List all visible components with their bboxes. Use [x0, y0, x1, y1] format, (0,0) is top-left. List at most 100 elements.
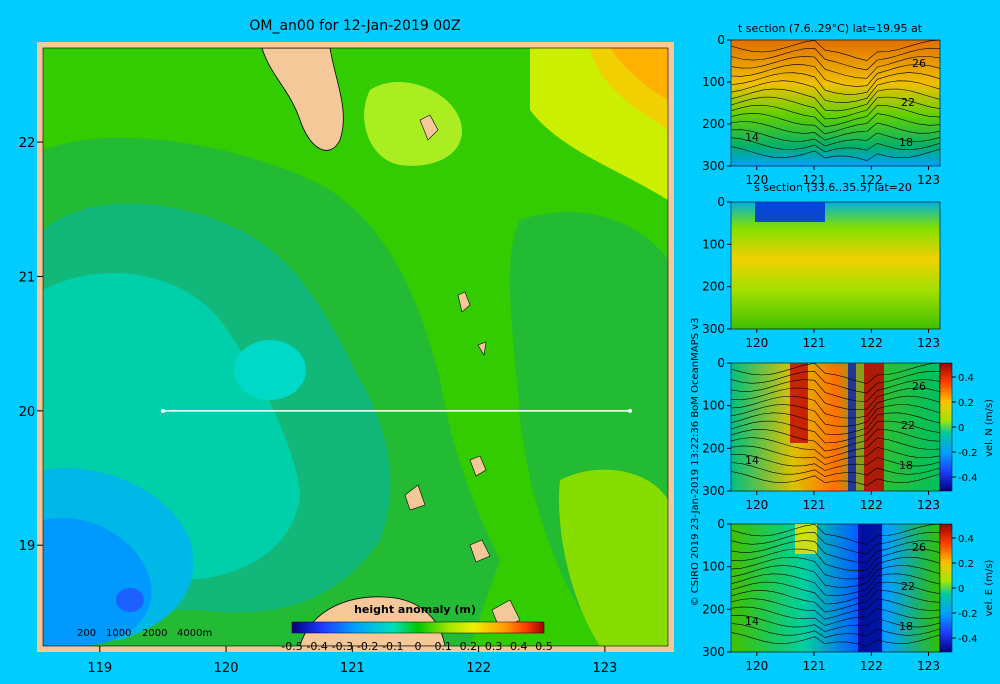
section-y-tick-label: 100 — [702, 75, 725, 89]
map-y-tick-label: 19 — [19, 539, 36, 554]
map-title: OM_an00 for 12-Jan-2019 00Z — [249, 18, 460, 34]
field-band-southeast — [559, 469, 668, 646]
main-map-panel: OM_an00 for 12-Jan-2019 00Z — [19, 18, 674, 676]
section-x-tick-label: 120 — [745, 173, 768, 187]
contour-line — [730, 39, 941, 61]
contour-line — [730, 573, 941, 597]
vel-n-panel: 26 22 14 18 120 121 122 123 0 100 200 300 0.4 0.2 0 -… — [702, 356, 995, 512]
t-section-field — [730, 39, 941, 167]
field-band-southwest-core — [43, 518, 152, 646]
vel-n-strip-2 — [864, 363, 884, 491]
section-x-tick-label: 123 — [917, 659, 940, 673]
vel-n-colorbar-label: vel. N (m/s) — [984, 399, 995, 457]
s-section-axes: 120 121 122 123 0 100 200 300 — [702, 195, 940, 350]
depth-legend-2000: 2000 — [142, 628, 167, 639]
contour-label: 18 — [899, 136, 913, 149]
contour-line — [730, 556, 941, 580]
contour-line — [730, 471, 941, 486]
contour-line — [730, 47, 941, 71]
section-line-start — [160, 408, 165, 413]
contour-label: 26 — [912, 541, 926, 554]
vel-n-contours: 26 22 14 18 — [730, 362, 941, 486]
contour-line — [730, 523, 941, 545]
contour-line — [730, 540, 941, 563]
contour-label: 26 — [912, 57, 926, 70]
contour-line — [730, 362, 941, 384]
contour-label: 26 — [912, 380, 926, 393]
section-y-tick-label: 0 — [717, 195, 725, 209]
colorbar-tick-label: 0.1 — [434, 640, 452, 653]
colorbar-tick-label: 0.2 — [460, 640, 478, 653]
section-x-tick-label: 120 — [745, 336, 768, 350]
s-section-low-patch — [755, 202, 825, 222]
contour-line — [730, 96, 941, 120]
contour-label: 22 — [901, 580, 915, 593]
vel-colorbar-tick-label: -0.4 — [958, 473, 978, 484]
map-x-tick-label: 119 — [87, 661, 112, 676]
map-y-tick-label: 22 — [19, 136, 36, 151]
contour-line — [730, 614, 941, 632]
section-y-tick-label: 100 — [702, 399, 725, 413]
map-y-tick-label: 21 — [19, 270, 36, 285]
section-x-tick-label: 120 — [745, 498, 768, 512]
vel-e-patch — [795, 524, 817, 554]
colorbar-tick-label: 0.5 — [535, 640, 553, 653]
vel-colorbar-tick-label: 0 — [958, 584, 964, 595]
vel-colorbar-tick-label: 0.4 — [958, 373, 974, 384]
section-x-tick-label: 122 — [860, 498, 883, 512]
contour-line — [730, 589, 941, 613]
section-x-tick-label: 121 — [803, 659, 826, 673]
vel-n-strip-3 — [848, 363, 856, 491]
land-north — [261, 48, 344, 151]
contour-line — [730, 623, 941, 638]
vel-colorbar-tick-label: 0.2 — [958, 398, 974, 409]
colorbar-tick-label: 0.4 — [510, 640, 528, 653]
section-y-tick-label: 300 — [702, 645, 725, 659]
contour-line — [730, 55, 941, 79]
land-islet-3 — [477, 341, 487, 356]
map-colorbar: height anomaly (m) -0.5 -0.4 -0.3 -0.2 -0.1 0… — [281, 603, 552, 653]
section-x-tick-label: 121 — [803, 498, 826, 512]
contour-line — [730, 387, 941, 411]
colorbar-tick-label: -0.1 — [382, 640, 403, 653]
field-band-minimum — [116, 588, 144, 612]
contour-line — [730, 64, 941, 87]
section-y-tick-label: 300 — [702, 322, 725, 336]
map-x-axis: 119 120 121 122 123 — [87, 646, 617, 676]
contour-line — [730, 112, 941, 135]
section-line-end — [628, 408, 633, 413]
map-x-tick-label: 122 — [466, 661, 491, 676]
section-y-tick-label: 0 — [717, 33, 725, 47]
section-y-tick-label: 200 — [702, 602, 725, 616]
field-band-northeast-max — [610, 48, 668, 100]
t-section-panel: t section (7.6..29°C) lat=19.95 at 26221… — [702, 22, 941, 187]
contour-line — [730, 445, 941, 465]
colorbar-tick-label: -0.2 — [357, 640, 378, 653]
vel-colorbar-tick-label: 0 — [958, 423, 964, 434]
vel-e-colorbar-label: vel. E (m/s) — [984, 559, 995, 616]
section-x-tick-label: 122 — [860, 173, 883, 187]
t-section-axes: 120 121 122 123 0 100 200 300 — [702, 33, 940, 187]
colorbar-ticks: -0.5 -0.4 -0.3 -0.2 -0.1 0 0.1 0.2 0.3 0.4 0.5 — [281, 640, 552, 653]
contour-line — [730, 121, 941, 141]
vel-e-field — [730, 523, 941, 653]
vel-e-strip-1 — [858, 524, 882, 652]
contour-line — [730, 581, 941, 605]
land-islet-2 — [457, 291, 471, 313]
contour-line — [730, 129, 941, 147]
t-section-title: t section (7.6..29°C) lat=19.95 at — [738, 22, 923, 35]
colorbar-tick-label: -0.3 — [332, 640, 353, 653]
contour-line — [730, 428, 941, 452]
section-x-tick-label: 120 — [745, 659, 768, 673]
vel-e-colorbar-ticks: 0.4 0.2 0 -0.2 -0.4 — [952, 534, 978, 645]
s-section-panel: s section (33.6..35.5) lat=20 120 121 122 1… — [702, 181, 941, 350]
land-islet-5 — [404, 484, 426, 511]
map-x-tick-label: 123 — [592, 661, 617, 676]
section-y-tick-label: 300 — [702, 484, 725, 498]
contour-line — [730, 420, 941, 444]
contour-label: 14 — [745, 454, 759, 467]
vel-e-colorbar — [939, 523, 953, 653]
vel-colorbar-tick-label: -0.2 — [958, 609, 978, 620]
vel-colorbar-tick-label: -0.4 — [958, 634, 978, 645]
